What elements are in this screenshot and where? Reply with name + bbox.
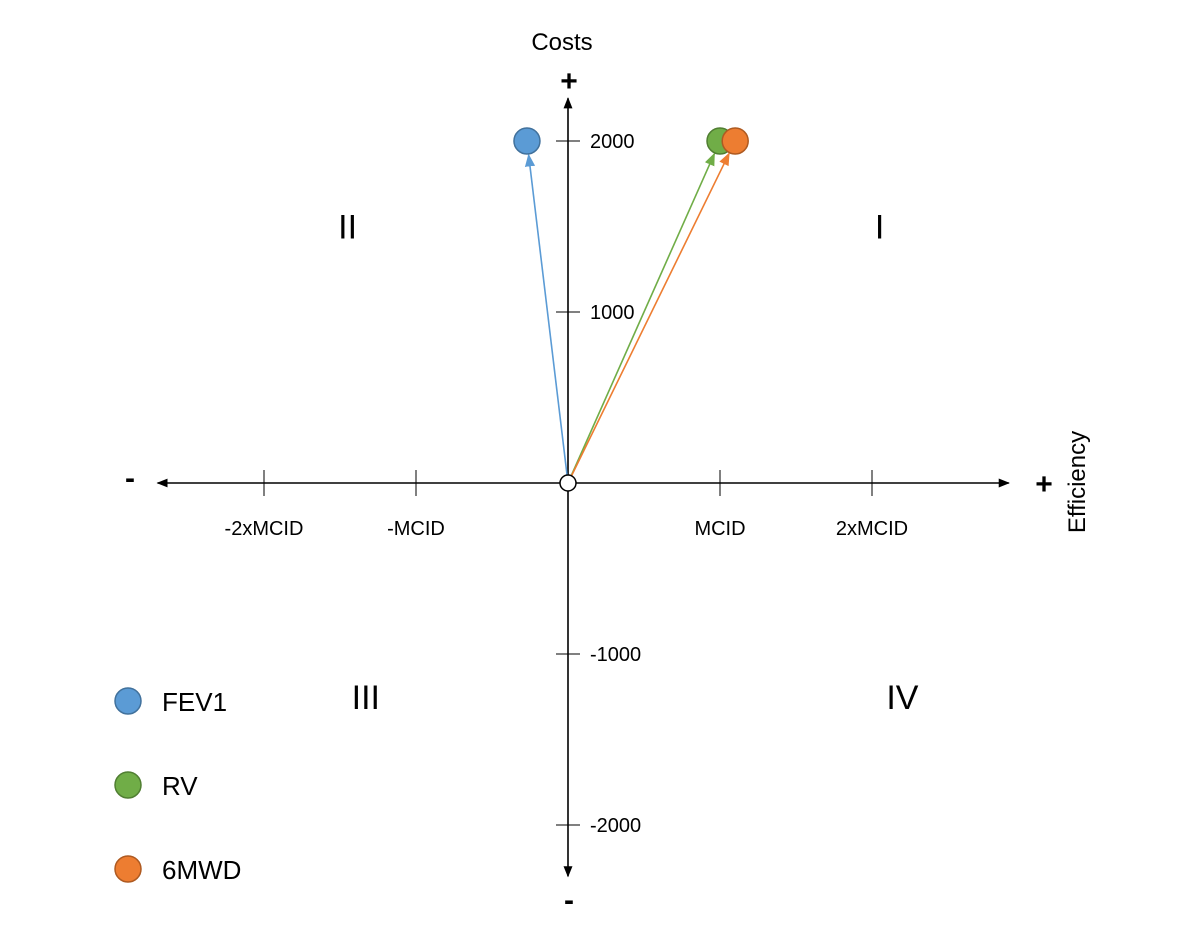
effect-arrow <box>524 153 569 484</box>
quadrant-label: IV <box>886 679 918 717</box>
x-tick-label: MCID <box>694 518 745 540</box>
legend-label: FEV1 <box>162 687 227 717</box>
legend-swatch <box>114 855 142 883</box>
effect-arrow <box>567 152 716 484</box>
x-tick-label: 2xMCID <box>836 518 908 540</box>
x-ticks: -2xMCID -MCID MCID 2xMCID <box>225 470 908 540</box>
y-negative-sign: - <box>564 884 574 917</box>
data-point <box>721 127 749 155</box>
y-ticks: 2000 1000 -1000 -2000 <box>556 131 641 837</box>
legend-label: RV <box>162 771 198 801</box>
effect-arrow <box>567 152 730 484</box>
y-tick-label: -1000 <box>590 644 641 666</box>
quadrant-label: II <box>338 209 357 247</box>
y-tick-label: -2000 <box>590 815 641 837</box>
x-tick-label: -2xMCID <box>225 518 304 540</box>
data-points <box>513 127 749 155</box>
legend-swatch <box>114 771 142 799</box>
quadrant-label: I <box>875 209 884 247</box>
legend: FEV1 RV 6MWD <box>114 687 241 885</box>
x-axis-title: Efficiency <box>1064 431 1091 533</box>
x-positive-sign: + <box>1035 468 1053 501</box>
data-point <box>513 127 541 155</box>
quadrant-label: III <box>352 679 380 717</box>
y-tick-label: 1000 <box>590 302 635 324</box>
x-tick-label: -MCID <box>387 518 445 540</box>
legend-swatch <box>114 687 142 715</box>
y-axis-title: Costs <box>531 29 592 56</box>
origin-marker <box>559 474 577 492</box>
x-negative-sign: - <box>125 462 135 495</box>
legend-label: 6MWD <box>162 855 241 885</box>
effect-arrows <box>524 152 730 484</box>
y-positive-sign: + <box>560 65 578 98</box>
y-tick-label: 2000 <box>590 131 635 153</box>
